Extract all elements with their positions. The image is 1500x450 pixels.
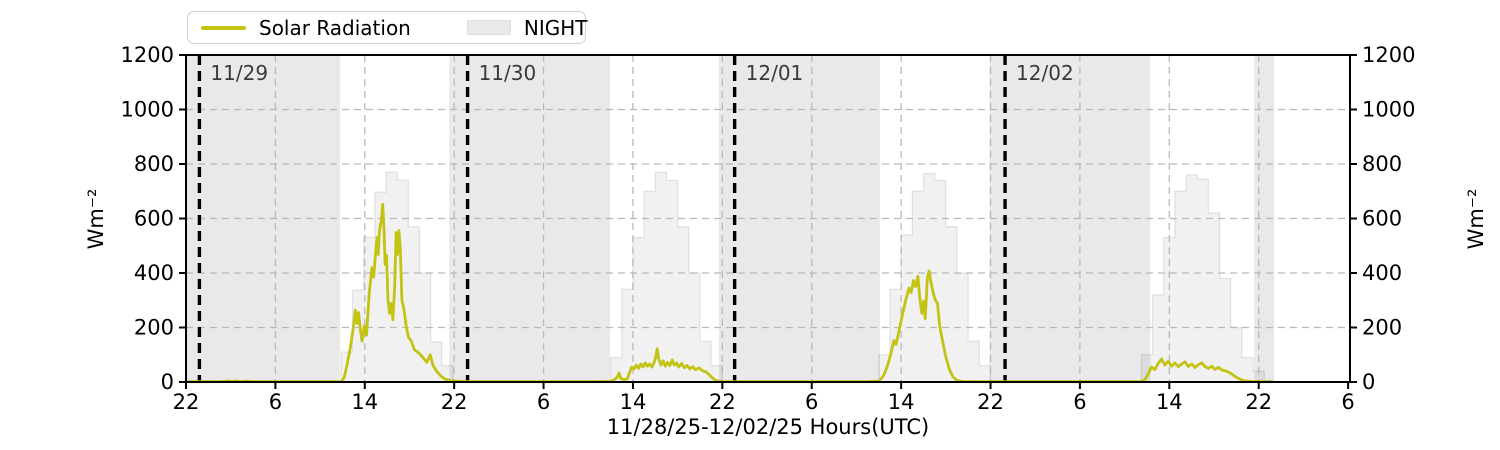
y-tick-label-left: 600 <box>134 207 174 231</box>
x-tick-label: 6 <box>537 390 550 414</box>
y-tick-label-right: 400 <box>1362 261 1402 285</box>
y-tick-label-left: 800 <box>134 152 174 176</box>
legend: Solar Radiation NIGHT <box>187 11 588 44</box>
clear-sky-envelope <box>609 171 724 383</box>
y-tick-label-left: 1200 <box>121 43 174 67</box>
x-tick-label: 22 <box>1245 390 1272 414</box>
x-tick-label: 14 <box>620 390 647 414</box>
x-tick-label: 22 <box>709 390 736 414</box>
day-boundary-date-label: 12/02 <box>1016 61 1074 85</box>
x-tick-label: 14 <box>1156 390 1183 414</box>
y-tick-label-right: 800 <box>1362 152 1402 176</box>
clear-sky-envelope <box>1140 174 1265 383</box>
day-boundary-date-label: 11/29 <box>210 61 268 85</box>
x-axis-label: 11/28/25-12/02/25 Hours(UTC) <box>607 415 929 439</box>
x-tick-label: 22 <box>977 390 1004 414</box>
x-tick-label: 14 <box>351 390 378 414</box>
y-tick-label-left: 200 <box>134 316 174 340</box>
clear-sky-envelope <box>340 171 454 383</box>
y-axis-label-left: Wm⁻² <box>84 189 108 250</box>
legend-night-swatch-icon <box>466 20 511 35</box>
y-tick-label-right: 0 <box>1362 370 1375 394</box>
clear-sky-envelope <box>878 172 992 383</box>
x-tick-label: 6 <box>805 390 818 414</box>
x-tick-label: 6 <box>269 390 282 414</box>
day-boundary-date-label: 11/30 <box>479 61 537 85</box>
x-tick-label: 6 <box>1073 390 1086 414</box>
y-tick-label-right: 200 <box>1362 316 1402 340</box>
day-boundary-date-label: 12/01 <box>746 61 804 85</box>
y-tick-label-right: 600 <box>1362 207 1402 231</box>
y-tick-label-left: 0 <box>161 370 174 394</box>
legend-solar-label: Solar Radiation <box>259 15 411 40</box>
x-tick-label: 14 <box>888 390 915 414</box>
x-tick-label: 22 <box>441 390 468 414</box>
x-tick-label: 6 <box>1341 390 1354 414</box>
legend-solar-line-icon <box>201 25 246 30</box>
y-tick-label-left: 1000 <box>121 98 174 122</box>
x-tick-label: 22 <box>173 390 200 414</box>
y-axis-label-right: Wm⁻² <box>1464 189 1488 250</box>
y-tick-label-left: 400 <box>134 261 174 285</box>
legend-night-label: NIGHT <box>523 15 588 40</box>
y-tick-label-right: 1000 <box>1362 98 1415 122</box>
solar-radiation-line <box>184 202 1274 384</box>
y-tick-label-right: 1200 <box>1362 43 1415 67</box>
